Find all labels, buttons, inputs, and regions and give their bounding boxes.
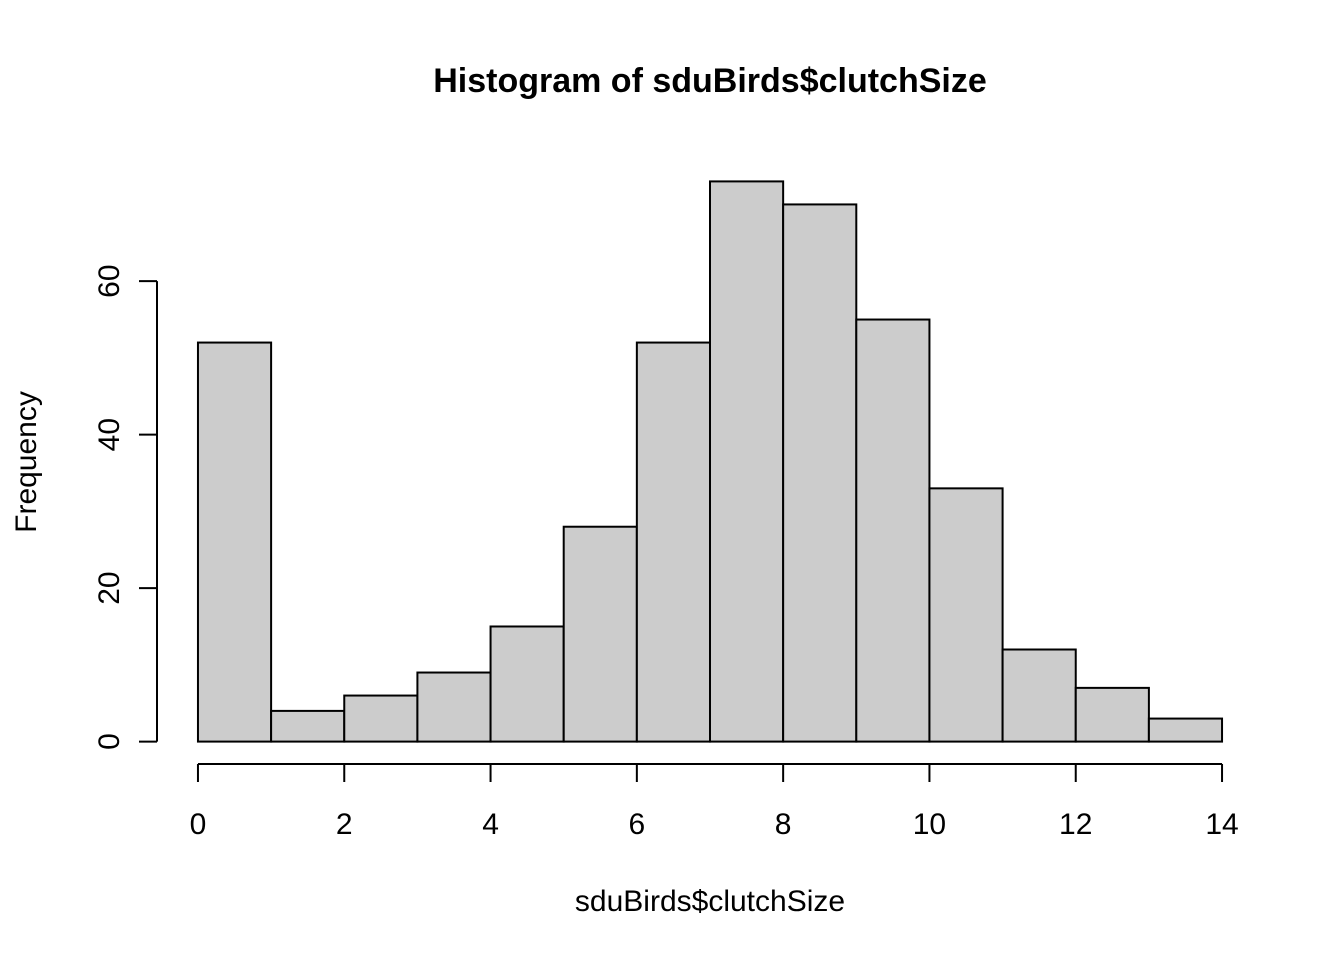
x-tick-label: 10	[913, 808, 946, 841]
bar	[782, 203, 858, 743]
y-tick-label: 0	[93, 733, 126, 750]
bar	[1147, 717, 1224, 743]
bar	[343, 694, 419, 743]
y-tick-label: 60	[93, 264, 126, 297]
x-tick-label: 8	[775, 808, 792, 841]
x-tick-label: 2	[336, 808, 353, 841]
x-tick-label: 0	[190, 808, 207, 841]
bar	[196, 341, 273, 743]
y-tick-label: 20	[93, 571, 126, 604]
x-axis-label: sduBirds$clutchSize	[575, 885, 845, 918]
bar	[928, 487, 1004, 743]
chart-title: Histogram of sduBirds$clutchSize	[433, 62, 987, 100]
y-tick-label: 40	[93, 418, 126, 451]
bar	[1001, 648, 1077, 743]
x-tick-label: 4	[482, 808, 499, 841]
x-tick-label: 12	[1059, 808, 1092, 841]
bar	[270, 709, 346, 743]
bar	[416, 671, 492, 743]
bar	[1074, 686, 1150, 743]
bar	[489, 625, 565, 743]
x-tick-label: 14	[1205, 808, 1238, 841]
bar	[562, 525, 638, 743]
x-tick-label: 6	[629, 808, 646, 841]
y-axis-label: Frequency	[10, 391, 43, 533]
bar	[855, 318, 931, 743]
bar	[635, 341, 712, 743]
bar	[709, 180, 785, 743]
